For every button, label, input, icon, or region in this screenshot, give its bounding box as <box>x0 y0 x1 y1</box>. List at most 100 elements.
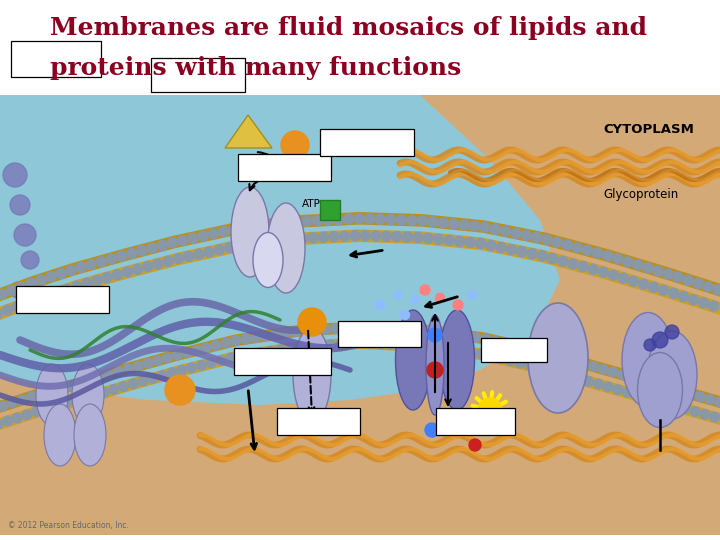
Circle shape <box>454 237 464 246</box>
Circle shape <box>693 279 703 288</box>
Circle shape <box>652 332 668 348</box>
Circle shape <box>593 379 603 389</box>
Circle shape <box>36 275 46 285</box>
Circle shape <box>246 239 256 249</box>
Circle shape <box>127 248 137 258</box>
Circle shape <box>27 392 37 402</box>
Circle shape <box>177 366 186 375</box>
Circle shape <box>708 301 719 311</box>
Circle shape <box>305 341 315 351</box>
Circle shape <box>639 279 649 289</box>
Ellipse shape <box>637 353 683 428</box>
Circle shape <box>138 376 148 386</box>
Circle shape <box>531 232 541 242</box>
Ellipse shape <box>36 364 68 426</box>
Circle shape <box>231 336 240 346</box>
Circle shape <box>486 240 496 251</box>
Circle shape <box>361 323 371 332</box>
Circle shape <box>251 333 261 342</box>
Circle shape <box>441 329 451 338</box>
Circle shape <box>685 389 696 399</box>
Circle shape <box>37 389 46 399</box>
Circle shape <box>540 348 550 357</box>
Circle shape <box>0 309 3 319</box>
Circle shape <box>486 352 495 361</box>
Circle shape <box>124 364 133 374</box>
Circle shape <box>375 300 385 310</box>
Circle shape <box>535 363 545 373</box>
Circle shape <box>705 395 715 404</box>
Circle shape <box>465 238 475 247</box>
Circle shape <box>32 407 41 416</box>
Circle shape <box>671 401 680 411</box>
Circle shape <box>468 291 476 299</box>
Circle shape <box>163 353 172 363</box>
Circle shape <box>661 399 671 408</box>
Circle shape <box>598 364 608 374</box>
Circle shape <box>194 249 204 259</box>
Circle shape <box>291 327 300 336</box>
Circle shape <box>657 381 666 390</box>
Circle shape <box>186 363 197 373</box>
Circle shape <box>216 356 226 365</box>
Circle shape <box>260 220 270 231</box>
Circle shape <box>0 289 6 299</box>
Circle shape <box>266 237 276 247</box>
Circle shape <box>341 323 351 333</box>
Circle shape <box>112 269 122 280</box>
Circle shape <box>411 296 419 304</box>
Circle shape <box>554 368 564 378</box>
Circle shape <box>321 325 330 334</box>
Circle shape <box>564 371 574 381</box>
Circle shape <box>287 234 297 244</box>
Circle shape <box>153 259 163 269</box>
Circle shape <box>366 339 376 348</box>
Circle shape <box>158 371 167 380</box>
Circle shape <box>449 219 459 229</box>
Circle shape <box>0 401 8 411</box>
Circle shape <box>375 214 385 224</box>
Circle shape <box>133 361 143 371</box>
Circle shape <box>505 356 516 366</box>
Circle shape <box>433 234 444 244</box>
Circle shape <box>219 227 229 237</box>
Circle shape <box>66 381 76 391</box>
Circle shape <box>400 310 410 320</box>
Circle shape <box>506 245 516 254</box>
Bar <box>0 95 720 535</box>
Circle shape <box>629 276 639 286</box>
Circle shape <box>96 256 107 267</box>
Circle shape <box>572 242 582 253</box>
Circle shape <box>60 399 71 408</box>
Circle shape <box>376 339 386 349</box>
Ellipse shape <box>439 310 474 410</box>
Circle shape <box>603 251 613 261</box>
Circle shape <box>579 359 589 368</box>
Circle shape <box>562 240 572 250</box>
Circle shape <box>256 238 266 248</box>
Circle shape <box>496 354 505 363</box>
Circle shape <box>276 345 285 355</box>
Circle shape <box>669 288 678 299</box>
Circle shape <box>42 291 52 301</box>
Circle shape <box>271 219 281 230</box>
Circle shape <box>371 231 381 241</box>
Circle shape <box>382 231 392 241</box>
Circle shape <box>698 298 708 308</box>
Circle shape <box>480 222 490 232</box>
Bar <box>238 154 331 181</box>
Text: ATP: ATP <box>302 199 320 209</box>
Circle shape <box>271 330 280 340</box>
Circle shape <box>392 232 402 241</box>
Circle shape <box>436 344 446 353</box>
Circle shape <box>208 229 218 239</box>
Circle shape <box>550 350 559 360</box>
Circle shape <box>336 339 346 349</box>
Circle shape <box>10 282 26 298</box>
Circle shape <box>428 328 442 342</box>
Circle shape <box>623 257 633 267</box>
Circle shape <box>226 353 235 363</box>
Circle shape <box>588 264 598 274</box>
Circle shape <box>281 131 309 159</box>
Text: proteins with many functions: proteins with many functions <box>50 56 462 80</box>
